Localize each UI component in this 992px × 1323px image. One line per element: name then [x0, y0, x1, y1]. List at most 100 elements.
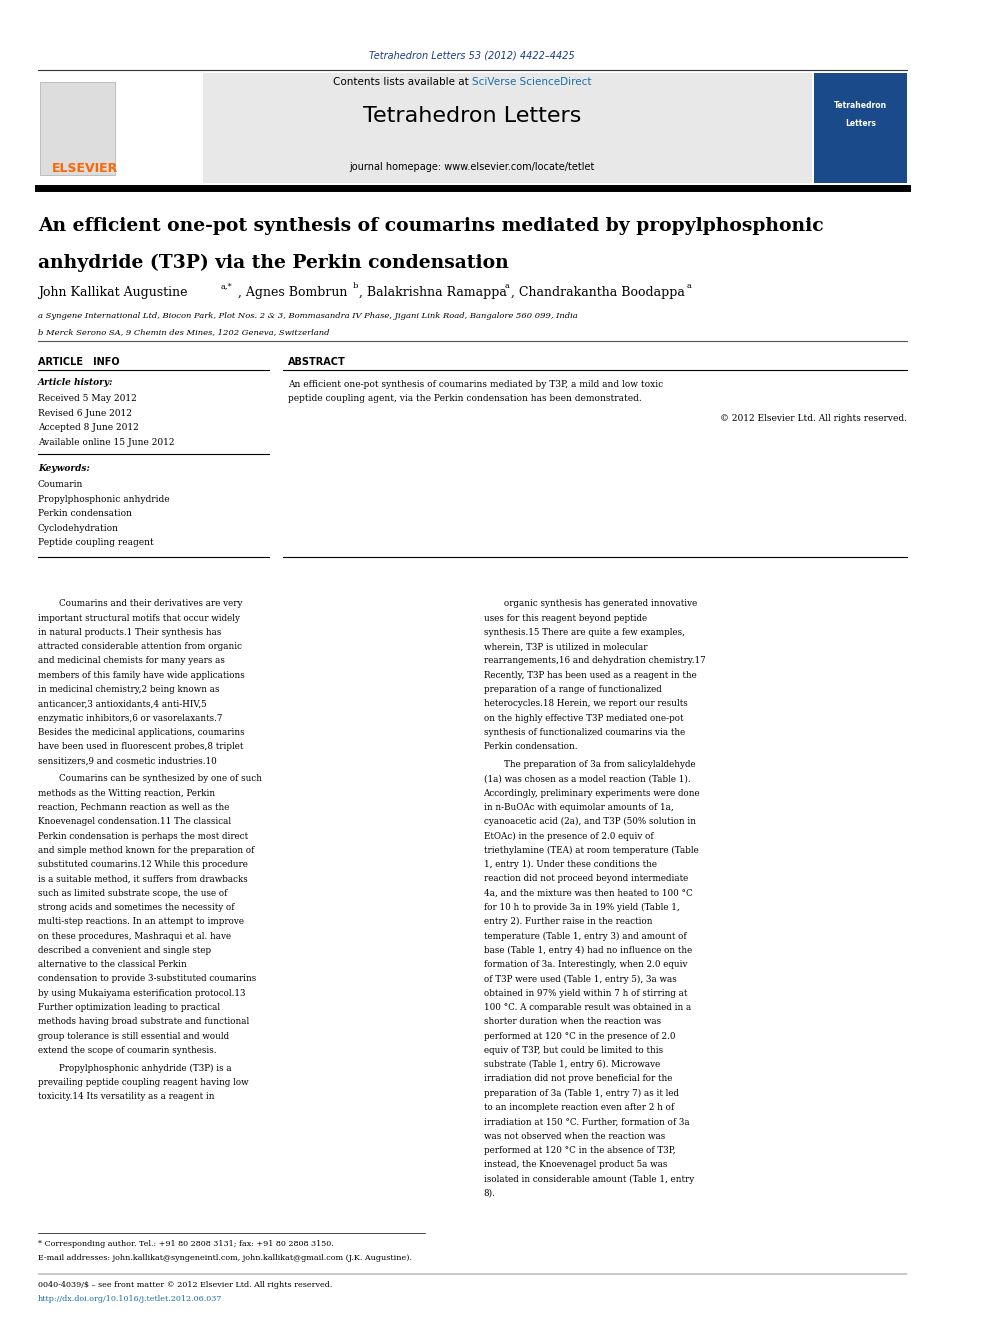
Text: for 10 h to provide 3a in 19% yield (Table 1,: for 10 h to provide 3a in 19% yield (Tab… — [483, 902, 680, 912]
Text: enzymatic inhibitors,6 or vasorelaxants.7: enzymatic inhibitors,6 or vasorelaxants.… — [38, 713, 222, 722]
Text: a: a — [686, 282, 691, 290]
Text: reaction, Pechmann reaction as well as the: reaction, Pechmann reaction as well as t… — [38, 803, 229, 812]
Text: Coumarins can be synthesized by one of such: Coumarins can be synthesized by one of s… — [59, 774, 262, 783]
Text: Peptide coupling reagent: Peptide coupling reagent — [38, 538, 154, 548]
Text: in n-BuOAc with equimolar amounts of 1a,: in n-BuOAc with equimolar amounts of 1a, — [483, 803, 674, 812]
Text: equiv of T3P, but could be limited to this: equiv of T3P, but could be limited to th… — [483, 1045, 663, 1054]
Text: http://dx.doi.org/10.1016/j.tetlet.2012.06.037: http://dx.doi.org/10.1016/j.tetlet.2012.… — [38, 1295, 222, 1303]
Text: EtOAc) in the presence of 2.0 equiv of: EtOAc) in the presence of 2.0 equiv of — [483, 831, 653, 840]
Text: such as limited substrate scope, the use of: such as limited substrate scope, the use… — [38, 889, 227, 898]
Text: base (Table 1, entry 4) had no influence on the: base (Table 1, entry 4) had no influence… — [483, 946, 691, 955]
Text: journal homepage: www.elsevier.com/locate/tetlet: journal homepage: www.elsevier.com/locat… — [349, 161, 595, 172]
Text: © 2012 Elsevier Ltd. All rights reserved.: © 2012 Elsevier Ltd. All rights reserved… — [719, 414, 907, 423]
Text: Knoevenagel condensation.11 The classical: Knoevenagel condensation.11 The classica… — [38, 818, 231, 827]
Text: triethylamine (TEA) at room temperature (Table: triethylamine (TEA) at room temperature … — [483, 845, 698, 855]
Text: synthesis.15 There are quite a few examples,: synthesis.15 There are quite a few examp… — [483, 628, 684, 636]
Text: irradiation did not prove beneficial for the: irradiation did not prove beneficial for… — [483, 1074, 672, 1084]
Text: substituted coumarins.12 While this procedure: substituted coumarins.12 While this proc… — [38, 860, 248, 869]
Text: anhydride (T3P) via the Perkin condensation: anhydride (T3P) via the Perkin condensat… — [38, 254, 509, 273]
Text: a,*: a,* — [221, 282, 233, 290]
Text: shorter duration when the reaction was: shorter duration when the reaction was — [483, 1017, 661, 1027]
Text: wherein, T3P is utilized in molecular: wherein, T3P is utilized in molecular — [483, 642, 647, 651]
Text: Keywords:: Keywords: — [38, 464, 89, 474]
Text: , Balakrishna Ramappa: , Balakrishna Ramappa — [359, 286, 507, 299]
Text: preparation of 3a (Table 1, entry 7) as it led: preparation of 3a (Table 1, entry 7) as … — [483, 1089, 679, 1098]
Text: Received 5 May 2012: Received 5 May 2012 — [38, 394, 137, 404]
Text: SciVerse ScienceDirect: SciVerse ScienceDirect — [472, 77, 591, 87]
Text: Perkin condensation.: Perkin condensation. — [483, 742, 577, 751]
Text: , Chandrakantha Boodappa: , Chandrakantha Boodappa — [511, 286, 684, 299]
Text: , Agnes Bombrun: , Agnes Bombrun — [238, 286, 347, 299]
Text: An efficient one-pot synthesis of coumarins mediated by propylphosphonic: An efficient one-pot synthesis of coumar… — [38, 217, 823, 235]
Text: * Corresponding author. Tel.: +91 80 2808 3131; fax: +91 80 2808 3150.: * Corresponding author. Tel.: +91 80 280… — [38, 1240, 333, 1248]
Text: toxicity.14 Its versatility as a reagent in: toxicity.14 Its versatility as a reagent… — [38, 1093, 214, 1101]
Text: and simple method known for the preparation of: and simple method known for the preparat… — [38, 845, 254, 855]
Text: of T3P were used (Table 1, entry 5), 3a was: of T3P were used (Table 1, entry 5), 3a … — [483, 974, 677, 983]
Text: in natural products.1 Their synthesis has: in natural products.1 Their synthesis ha… — [38, 628, 221, 636]
FancyBboxPatch shape — [38, 73, 812, 183]
Text: Perkin condensation: Perkin condensation — [38, 509, 132, 519]
Text: The preparation of 3a from salicylaldehyde: The preparation of 3a from salicylaldehy… — [504, 759, 696, 769]
Text: have been used in fluorescent probes,8 triplet: have been used in fluorescent probes,8 t… — [38, 742, 243, 751]
Text: 100 °C. A comparable result was obtained in a: 100 °C. A comparable result was obtained… — [483, 1003, 690, 1012]
Text: a: a — [504, 282, 509, 290]
Text: preparation of a range of functionalized: preparation of a range of functionalized — [483, 685, 662, 695]
Text: entry 2). Further raise in the reaction: entry 2). Further raise in the reaction — [483, 917, 652, 926]
Text: methods having broad substrate and functional: methods having broad substrate and funct… — [38, 1017, 249, 1027]
Text: members of this family have wide applications: members of this family have wide applica… — [38, 671, 244, 680]
Text: 8).: 8). — [483, 1188, 495, 1197]
Text: Cyclodehydration: Cyclodehydration — [38, 524, 119, 533]
Text: Propylphosphonic anhydride (T3P) is a: Propylphosphonic anhydride (T3P) is a — [59, 1064, 231, 1073]
Text: b Merck Serono SA, 9 Chemin des Mines, 1202 Geneva, Switzerland: b Merck Serono SA, 9 Chemin des Mines, 1… — [38, 328, 329, 336]
Text: Coumarins and their derivatives are very: Coumarins and their derivatives are very — [59, 599, 242, 609]
Text: alternative to the classical Perkin: alternative to the classical Perkin — [38, 960, 186, 970]
Text: Tetrahedron: Tetrahedron — [834, 102, 887, 110]
Text: rearrangements,16 and dehydration chemistry.17: rearrangements,16 and dehydration chemis… — [483, 656, 705, 665]
Text: multi-step reactions. In an attempt to improve: multi-step reactions. In an attempt to i… — [38, 917, 244, 926]
Text: by using Mukaiyama esterification protocol.13: by using Mukaiyama esterification protoc… — [38, 988, 245, 998]
Text: Accepted 8 June 2012: Accepted 8 June 2012 — [38, 423, 139, 433]
Text: Tetrahedron Letters 53 (2012) 4422–4425: Tetrahedron Letters 53 (2012) 4422–4425 — [369, 50, 575, 61]
Text: heterocycles.18 Herein, we report our results: heterocycles.18 Herein, we report our re… — [483, 700, 687, 708]
Text: condensation to provide 3-substituted coumarins: condensation to provide 3-substituted co… — [38, 974, 256, 983]
Text: strong acids and sometimes the necessity of: strong acids and sometimes the necessity… — [38, 902, 234, 912]
Text: organic synthesis has generated innovative: organic synthesis has generated innovati… — [504, 599, 697, 609]
FancyBboxPatch shape — [40, 82, 115, 175]
Text: Letters: Letters — [845, 119, 876, 127]
Text: prevailing peptide coupling reagent having low: prevailing peptide coupling reagent havi… — [38, 1078, 248, 1088]
Text: formation of 3a. Interestingly, when 2.0 equiv: formation of 3a. Interestingly, when 2.0… — [483, 960, 687, 970]
FancyBboxPatch shape — [814, 73, 907, 183]
Text: 1, entry 1). Under these conditions the: 1, entry 1). Under these conditions the — [483, 860, 657, 869]
Text: Article history:: Article history: — [38, 378, 113, 388]
Text: Coumarin: Coumarin — [38, 480, 83, 490]
Text: Besides the medicinal applications, coumarins: Besides the medicinal applications, coum… — [38, 728, 244, 737]
Text: attracted considerable attention from organic: attracted considerable attention from or… — [38, 642, 242, 651]
Text: 4a, and the mixture was then heated to 100 °C: 4a, and the mixture was then heated to 1… — [483, 889, 692, 898]
Text: John Kallikat Augustine: John Kallikat Augustine — [38, 286, 187, 299]
Text: was not observed when the reaction was: was not observed when the reaction was — [483, 1131, 665, 1140]
Text: Recently, T3P has been used as a reagent in the: Recently, T3P has been used as a reagent… — [483, 671, 696, 680]
Text: sensitizers,9 and cosmetic industries.10: sensitizers,9 and cosmetic industries.10 — [38, 757, 216, 766]
Text: ELSEVIER: ELSEVIER — [52, 161, 118, 175]
Text: in medicinal chemistry,2 being known as: in medicinal chemistry,2 being known as — [38, 685, 219, 695]
Text: methods as the Witting reaction, Perkin: methods as the Witting reaction, Perkin — [38, 789, 215, 798]
Text: performed at 120 °C in the presence of 2.0: performed at 120 °C in the presence of 2… — [483, 1032, 675, 1041]
Text: ARTICLE   INFO: ARTICLE INFO — [38, 357, 119, 368]
Text: a Syngene International Ltd, Biocon Park, Plot Nos. 2 & 3, Bommasandra IV Phase,: a Syngene International Ltd, Biocon Park… — [38, 312, 577, 320]
Text: Contents lists available at: Contents lists available at — [333, 77, 472, 87]
Text: is a suitable method, it suffers from drawbacks: is a suitable method, it suffers from dr… — [38, 875, 248, 884]
Text: synthesis of functionalized coumarins via the: synthesis of functionalized coumarins vi… — [483, 728, 684, 737]
Text: Available online 15 June 2012: Available online 15 June 2012 — [38, 438, 175, 447]
Text: Accordingly, preliminary experiments were done: Accordingly, preliminary experiments wer… — [483, 789, 700, 798]
Text: Further optimization leading to practical: Further optimization leading to practica… — [38, 1003, 220, 1012]
Text: peptide coupling agent, via the Perkin condensation has been demonstrated.: peptide coupling agent, via the Perkin c… — [288, 394, 642, 404]
Text: isolated in considerable amount (Table 1, entry: isolated in considerable amount (Table 1… — [483, 1175, 693, 1184]
Text: on the highly effective T3P mediated one-pot: on the highly effective T3P mediated one… — [483, 713, 683, 722]
Text: 0040-4039/$ – see front matter © 2012 Elsevier Ltd. All rights reserved.: 0040-4039/$ – see front matter © 2012 El… — [38, 1281, 332, 1289]
Text: irradiation at 150 °C. Further, formation of 3a: irradiation at 150 °C. Further, formatio… — [483, 1117, 689, 1126]
Text: group tolerance is still essential and would: group tolerance is still essential and w… — [38, 1032, 229, 1041]
Text: reaction did not proceed beyond intermediate: reaction did not proceed beyond intermed… — [483, 875, 687, 884]
Text: Perkin condensation is perhaps the most direct: Perkin condensation is perhaps the most … — [38, 831, 248, 840]
Text: Revised 6 June 2012: Revised 6 June 2012 — [38, 409, 132, 418]
Text: obtained in 97% yield within 7 h of stirring at: obtained in 97% yield within 7 h of stir… — [483, 988, 686, 998]
